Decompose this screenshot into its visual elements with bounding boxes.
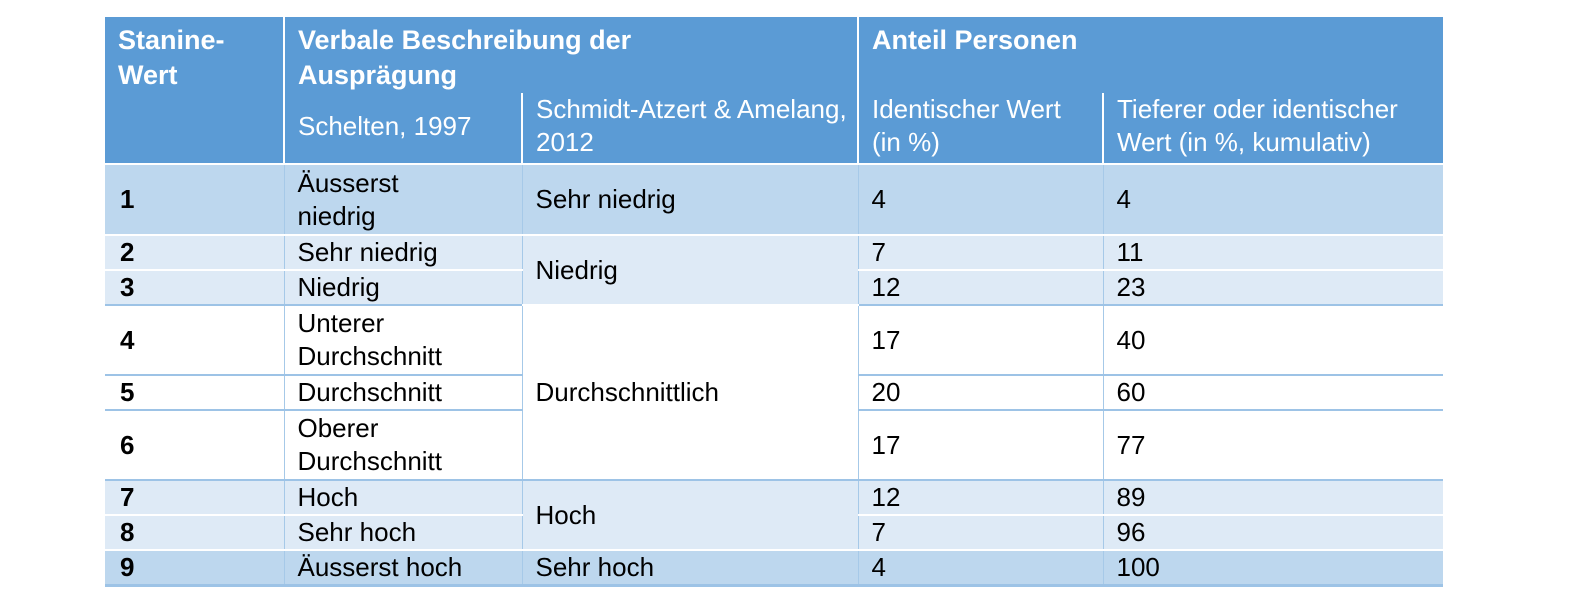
cell-schelten: Sehr hoch bbox=[283, 515, 522, 551]
header-schelten-1997: Schelten, 1997 bbox=[283, 93, 522, 165]
cell-schmidt: Sehr hoch bbox=[521, 550, 858, 587]
cell-stanine: 2 bbox=[105, 235, 284, 271]
cell-stanine: 1 bbox=[105, 164, 284, 236]
header-schmidt-atzert-amelang: Schmidt-Atzert & Amelang, 2012 bbox=[521, 93, 858, 165]
cell-identisch: 4 bbox=[857, 550, 1103, 587]
cell-schmidt-merged: Durchschnittlich bbox=[521, 305, 858, 481]
table-row: 9 Äusserst hoch Sehr hoch 4 100 bbox=[105, 550, 1444, 587]
cell-stanine: 7 bbox=[105, 480, 284, 516]
cell-kumulativ: 89 bbox=[1102, 480, 1444, 516]
table-row: 5 Durchschnitt 20 60 bbox=[105, 375, 1444, 411]
cell-schelten: Äusserst niedrig bbox=[283, 164, 522, 236]
table-row: 7 Hoch Hoch 12 89 bbox=[105, 480, 1444, 551]
cell-kumulativ: 11 bbox=[1102, 235, 1444, 271]
stanine-table: Stanine-Wert Verbale Beschreibung der Au… bbox=[105, 17, 1444, 587]
stanine-table-container: Stanine-Wert Verbale Beschreibung der Au… bbox=[105, 17, 1444, 587]
cell-schelten: Unterer Durchschnitt bbox=[283, 305, 522, 376]
cell-identisch: 17 bbox=[857, 410, 1103, 481]
cell-identisch: 7 bbox=[857, 235, 1103, 271]
cell-schmidt-merged: Niedrig bbox=[521, 235, 858, 306]
cell-stanine: 3 bbox=[105, 270, 284, 306]
header-row-sub: Schelten, 1997 Schmidt-Atzert & Amelang,… bbox=[105, 93, 1444, 165]
cell-schelten: Niedrig bbox=[283, 270, 522, 306]
table-row: 1 Äusserst niedrig Sehr niedrig 4 4 bbox=[105, 164, 1444, 236]
header-verbale-label: Verbale Beschreibung der Ausprägung bbox=[298, 25, 632, 90]
header-identischer-wert: Identischer Wert (in %) bbox=[857, 93, 1103, 165]
header-anteil-personen: Anteil Personen bbox=[856, 17, 1444, 93]
cell-identisch: 7 bbox=[857, 515, 1103, 551]
cell-schelten: Oberer Durchschnitt bbox=[283, 410, 522, 481]
cell-stanine: 4 bbox=[105, 305, 284, 376]
table-body: 1 Äusserst niedrig Sehr niedrig 4 4 2 Se… bbox=[105, 164, 1444, 587]
table-row: 2 Sehr niedrig Niedrig 7 11 bbox=[105, 235, 1444, 306]
cell-schmidt-merged: Hoch bbox=[521, 480, 858, 551]
cell-kumulativ: 60 bbox=[1102, 375, 1444, 411]
cell-schelten: Äusserst hoch bbox=[283, 550, 522, 587]
header-stanine-wert: Stanine-Wert bbox=[105, 17, 284, 165]
header-row-group: Stanine-Wert Verbale Beschreibung der Au… bbox=[105, 17, 1444, 165]
cell-kumulativ: 23 bbox=[1102, 270, 1444, 306]
cell-identisch: 12 bbox=[857, 480, 1103, 516]
cell-stanine: 9 bbox=[105, 550, 284, 587]
table-header: Stanine-Wert Verbale Beschreibung der Au… bbox=[105, 17, 1444, 165]
cell-kumulativ: 4 bbox=[1102, 164, 1444, 236]
cell-stanine: 5 bbox=[105, 375, 284, 411]
cell-identisch: 20 bbox=[857, 375, 1103, 411]
cell-identisch: 12 bbox=[857, 270, 1103, 306]
cell-identisch: 17 bbox=[857, 305, 1103, 376]
cell-kumulativ: 40 bbox=[1102, 305, 1444, 376]
table-row: 8 Sehr hoch 7 96 bbox=[105, 515, 1444, 551]
cell-schelten: Hoch bbox=[283, 480, 522, 516]
cell-stanine: 8 bbox=[105, 515, 284, 551]
cell-kumulativ: 77 bbox=[1102, 410, 1444, 481]
table-row: 6 Oberer Durchschnitt 17 77 bbox=[105, 410, 1444, 481]
table-row: 3 Niedrig 12 23 bbox=[105, 270, 1444, 306]
cell-schmidt: Sehr niedrig bbox=[521, 164, 858, 236]
header-verbale-beschreibung: Verbale Beschreibung der Ausprägung bbox=[283, 17, 858, 93]
header-tieferer-wert: Tieferer oder identischer Wert (in %, ku… bbox=[1101, 93, 1444, 165]
cell-schelten: Durchschnitt bbox=[283, 375, 522, 411]
cell-kumulativ: 96 bbox=[1102, 515, 1444, 551]
cell-identisch: 4 bbox=[857, 164, 1103, 236]
cell-schelten: Sehr niedrig bbox=[283, 235, 522, 271]
table-row: 4 Unterer Durchschnitt Durchschnittlich … bbox=[105, 305, 1444, 481]
cell-stanine: 6 bbox=[105, 410, 284, 481]
cell-kumulativ: 100 bbox=[1102, 550, 1444, 587]
